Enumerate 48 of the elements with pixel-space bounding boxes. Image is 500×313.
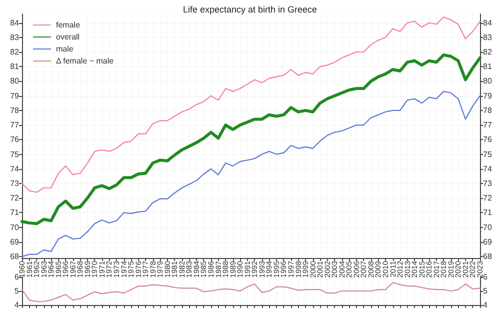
y-tick-label: 4 [14, 300, 20, 310]
y2-tick-label: 74 [483, 164, 492, 174]
y-tick-label: 78 [10, 106, 20, 115]
y-tick-label: 77 [10, 120, 20, 130]
y-tick-label: 6 [14, 272, 20, 282]
legend-label: female [56, 20, 81, 30]
legend-label: Δ female − male [56, 56, 114, 66]
y2-tick-label: 83 [483, 32, 492, 42]
y2-tick-label: 81 [483, 62, 492, 72]
y2-tick-label: 75 [483, 150, 492, 159]
y-tick-label: 81 [10, 62, 20, 72]
legend-label: male [56, 44, 74, 54]
y-tick-label: 74 [10, 164, 20, 174]
y-tick-label: 70 [10, 222, 20, 232]
y-tick-label: 5 [14, 286, 20, 296]
y2-tick-label: 82 [483, 47, 492, 56]
y-tick-label: 69 [10, 237, 20, 246]
y-tick-label: 73 [10, 178, 20, 188]
y2-tick-label: 69 [483, 237, 492, 246]
y2-tick-label: 70 [483, 222, 492, 232]
y-tick-label: 82 [10, 47, 20, 56]
line-series [20, 53, 482, 226]
y-tick-label: 71 [10, 208, 20, 218]
legend-label: overall [56, 32, 80, 42]
y2-tick-label: 78 [483, 106, 492, 115]
line-series [21, 282, 481, 302]
y-tick-label: 72 [10, 194, 20, 203]
chart-title: Life expectancy at birth in Greece [182, 4, 318, 14]
y2-tick-label: 73 [483, 178, 492, 188]
y2-tick-label: 84 [483, 18, 492, 28]
y-tick-label: 80 [10, 76, 20, 86]
y2-tick-label: 5 [483, 286, 488, 296]
y-tick-label: 75 [10, 150, 20, 159]
y-tick-label: 83 [10, 32, 20, 42]
y2-tick-label: 77 [483, 120, 492, 130]
y2-tick-label: 80 [483, 76, 492, 86]
y2-tick-label: 71 [483, 208, 492, 218]
line-series [21, 16, 481, 193]
y-tick-label: 68 [10, 252, 20, 262]
y-tick-label: 76 [10, 135, 20, 144]
y2-tick-label: 4 [483, 300, 488, 310]
y2-tick-label: 68 [483, 252, 492, 262]
y2-tick-label: 72 [483, 194, 492, 203]
y2-tick-label: 79 [483, 91, 492, 100]
y2-tick-label: 6 [483, 272, 488, 282]
y-tick-label: 79 [10, 91, 20, 100]
y2-tick-label: 76 [483, 135, 492, 144]
y-tick-label: 84 [10, 18, 20, 28]
